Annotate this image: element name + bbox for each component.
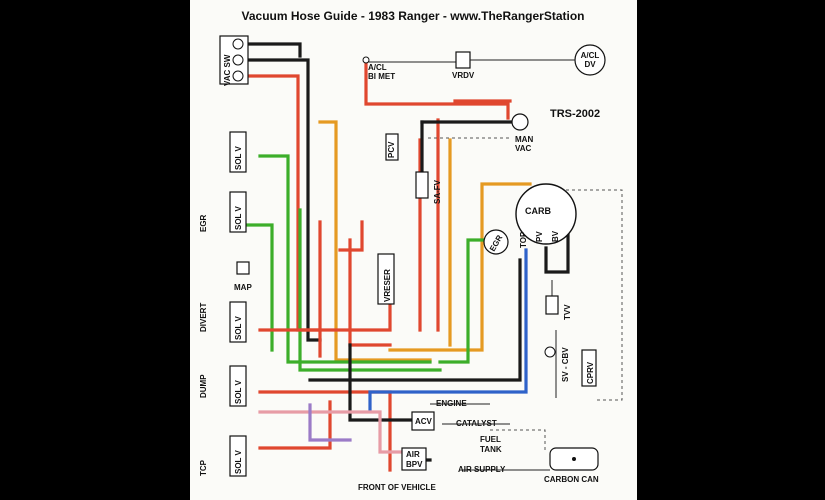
sol-v-label: SOL V	[234, 379, 243, 404]
vrdv: VRDV	[452, 51, 475, 80]
vreser-label: VRESER	[383, 269, 392, 302]
acl-dv: A/CL DV	[470, 44, 606, 76]
manifold-vacuum: MAN VAC	[511, 113, 533, 153]
fuel-label: FUEL	[480, 435, 501, 444]
sol-v-label: SOL V	[234, 315, 243, 340]
hose	[243, 223, 274, 352]
carburetor: CARB EGR TOP PV BV	[483, 183, 577, 255]
sol-v-dump: SOL V	[229, 365, 247, 407]
map-sensor: MAP	[234, 261, 252, 292]
vacuum-hose-diagram: Vacuum Hose Guide - 1983 Ranger - www.Th…	[199, 9, 623, 492]
hose	[246, 42, 302, 58]
vacuum-reservoir: VRESER	[377, 253, 395, 305]
diagram-title: Vacuum Hose Guide - 1983 Ranger - www.Th…	[242, 9, 585, 23]
acv-label: ACV	[415, 417, 433, 426]
sol-v-divert: SOL V	[229, 301, 247, 343]
sol-v-tcp: SOL V	[229, 435, 247, 477]
hose	[298, 208, 442, 372]
sol-v-label: SOL V	[234, 145, 243, 170]
acl-bimet-label: A/CL	[368, 63, 387, 72]
acv: ACV ENGINE CATALYST	[411, 399, 510, 431]
hose	[246, 58, 322, 342]
bimet-label: BI MET	[368, 72, 395, 81]
sol-v-label: SOL V	[234, 205, 243, 230]
sol-v-2: SOL V	[229, 191, 247, 233]
hose	[338, 220, 364, 252]
hose	[258, 154, 432, 364]
vrdv-label: VRDV	[452, 71, 475, 80]
sv-cbv-label: SV - CBV	[561, 347, 570, 382]
man-label: MAN	[515, 135, 533, 144]
carb-label: CARB	[525, 206, 551, 216]
dashed-line	[490, 429, 546, 450]
dump-label: DUMP	[199, 374, 208, 398]
hose	[368, 248, 528, 412]
hose	[308, 403, 352, 442]
tcp-label: TCP	[199, 459, 208, 476]
map-label: MAP	[234, 283, 252, 292]
hose	[258, 400, 332, 450]
hose	[544, 233, 570, 274]
sol-v-label: SOL V	[234, 449, 243, 474]
pv-label: PV	[535, 231, 544, 242]
hose	[364, 60, 510, 120]
cprv: CPRV	[581, 349, 597, 387]
tank-label: TANK	[480, 445, 502, 454]
front-of-vehicle-label: FRONT OF VEHICLE	[358, 483, 436, 492]
sol-v-1: SOL V	[229, 131, 247, 173]
top-label: TOP	[519, 231, 528, 248]
dashed-line	[560, 189, 623, 401]
cprv-label: CPRV	[586, 361, 595, 384]
diagram-sheet: Vacuum Hose Guide - 1983 Ranger - www.Th…	[190, 0, 637, 500]
carbon-can-label: CARBON CAN	[544, 475, 599, 484]
dv-label: DV	[584, 60, 596, 69]
acl-dv-label: A/CL	[581, 51, 600, 60]
hose	[388, 182, 532, 352]
hose	[258, 298, 392, 332]
bv-label: BV	[551, 230, 560, 242]
sa-fv-label: SA-FV	[433, 179, 442, 204]
vac-sw-label: VAC SW	[223, 54, 232, 86]
air-supply-label: AIR SUPPLY	[458, 465, 506, 474]
tvv: TVV	[545, 295, 572, 320]
acl-bimet: A/CL BI MET	[362, 56, 395, 81]
hose	[318, 120, 432, 362]
carbon-canister: CARBON CAN	[544, 447, 599, 484]
bpv-label: BPV	[406, 460, 423, 469]
air-bpv: AIR BPV AIR SUPPLY	[401, 447, 506, 474]
vac-label: VAC	[515, 144, 532, 153]
hose	[258, 410, 402, 454]
vac-switch: VAC SW	[219, 35, 249, 86]
sv-cbv: SV - CBV	[544, 346, 570, 382]
pcv: PCV	[385, 133, 399, 161]
diagram-code: TRS-2002	[550, 108, 600, 120]
pcv-label: PCV	[387, 141, 396, 158]
air-label: AIR	[406, 450, 420, 459]
egr-label: EGR	[199, 214, 208, 232]
hose	[308, 258, 522, 382]
sa-fv: SA-FV	[415, 171, 442, 204]
tvv-label: TVV	[563, 304, 572, 320]
hose	[348, 343, 422, 422]
divert-label: DIVERT	[199, 303, 208, 332]
